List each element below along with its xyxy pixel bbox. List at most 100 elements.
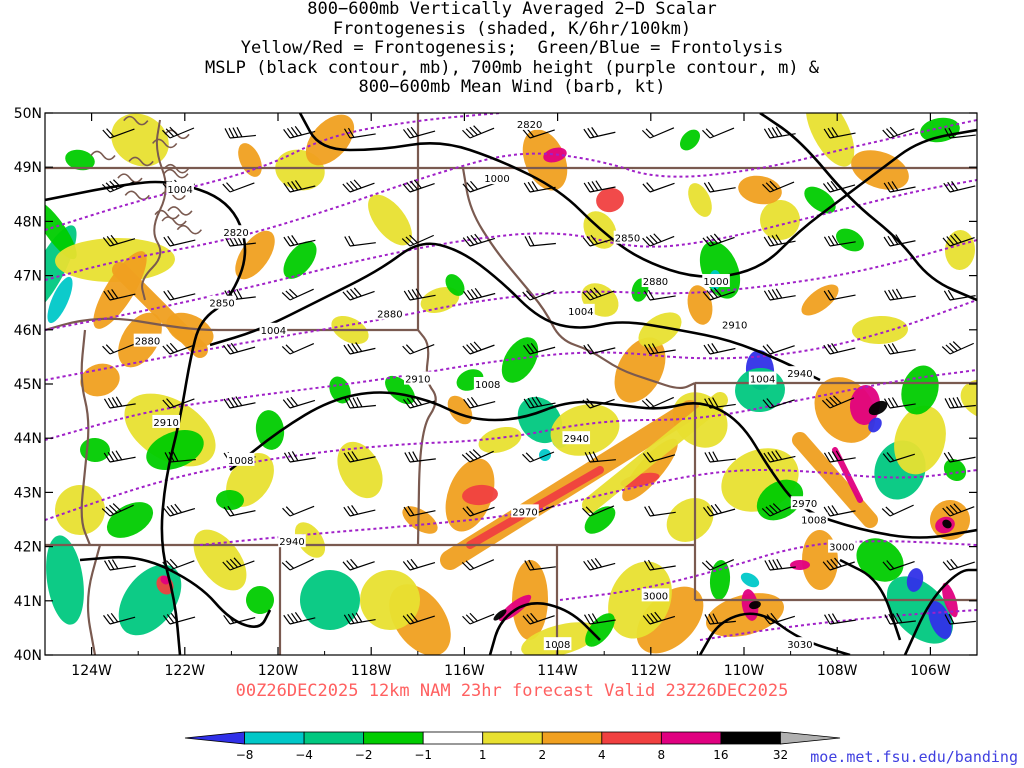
wind-barb-89 [944,397,976,409]
colorbar-swatch-5 [482,731,543,745]
height-contour-4 [45,299,977,441]
wind-barb-35 [401,234,434,247]
wind-barb-11 [763,126,796,139]
lat-label-6: 44N [14,431,42,447]
lat-label-4: 46N [14,323,42,339]
shading-cell-81 [255,410,285,450]
wind-barb-26 [762,180,795,193]
lat-label-8: 42N [14,540,42,556]
wind-barb-129 [643,559,676,571]
wind-barb-144 [642,611,676,625]
wind-barb-127 [524,559,556,571]
wind-barb-98 [584,451,616,463]
colorbar-label-8: 16 [713,748,728,762]
wind-barb-93 [283,451,316,463]
wind-barb-46 [163,289,196,301]
wind-barb-12 [823,127,856,139]
wind-barb-146 [762,612,796,625]
wind-barb-57 [823,289,856,301]
wind-barb-126 [461,559,495,571]
wind-barb-3 [283,125,316,139]
wind-barb-99 [642,452,676,463]
lon-label-4: 116W [444,663,485,679]
shading-cell-83 [216,489,244,511]
wind-barb-85 [704,397,736,409]
colorbar-swatch-9 [720,731,781,745]
wind-barb-101 [763,450,796,463]
shading-cell-71 [805,113,855,167]
shading-cell-58 [749,600,761,610]
wind-barb-28 [883,181,916,193]
shading-cell-108 [246,586,274,614]
title-line-5: 800−600mb Mean Wind (barb, kt) [358,77,666,97]
height-contour-1 [45,119,977,281]
shading-cell-78 [836,228,864,252]
wind-barb-143 [583,613,616,625]
coast-inlet-13 [128,156,154,167]
coast-inlet-5 [117,173,143,183]
height-label-bg-8 [404,371,432,385]
mslp-label-9: 1008 [545,640,570,651]
wind-barb-117 [823,505,856,517]
wind-barb-97 [522,451,555,463]
wind-barb-0 [102,128,135,139]
wind-barb-149 [944,613,976,625]
lon-label-5: 114W [537,663,578,679]
wind-barb-114 [644,505,676,517]
wind-barb-29 [943,180,976,193]
wind-barb-58 [884,288,916,301]
source-credit[interactable]: moe.met.fsu.edu/banding [810,748,1018,766]
wind-barb-100 [704,451,736,463]
height-label-bg-13 [511,504,539,518]
shading-cell-46 [868,417,882,433]
colorbar-swatch-0 [184,731,245,745]
wind-barb-142 [522,612,555,625]
wind-barb-75 [103,396,136,409]
height-label-bg-17 [786,637,814,651]
wind-barb-67 [523,342,556,355]
wind-barb-116 [761,503,795,517]
mslp-label-3: 1004 [568,307,593,318]
shading-cell-104 [960,379,977,421]
shading-cell-4 [93,251,147,329]
state-border-11 [45,317,237,332]
coast-inlet-11 [163,163,190,174]
coast-inlet-7 [163,168,189,179]
wind-barb-139 [343,612,376,625]
wind-barb-42 [823,235,856,247]
wind-barb-147 [824,613,856,625]
height-label-bg-4 [133,333,162,347]
height-label-10: 2940 [279,537,304,548]
height-label-12: 2940 [787,369,812,380]
wind-barb-65 [402,344,435,355]
shading-cell-10 [160,575,170,585]
wind-barb-122 [222,557,255,571]
title-line-4: MSLP (black contour, mb), 700mb height (… [204,57,820,78]
height-label-3: 2850 [615,234,640,245]
lat-label-0: 50N [14,106,42,122]
shading-band-4 [792,432,878,528]
shading-cell-90 [445,274,465,296]
wind-barb-22 [523,181,556,193]
wind-barb-77 [223,396,256,409]
colorbar-label-3: −1 [414,748,432,762]
shading-cell-89 [420,287,460,313]
mslp-contour-4 [488,602,601,655]
wind-barb-137 [223,613,256,625]
title-line-2: Frontogenesis (shaded, K/6hr/100km) [332,18,692,39]
colorbar-swatch-4 [422,731,484,745]
wind-barb-79 [344,396,376,409]
wind-barb-141 [462,612,495,625]
mslp-contour-5 [698,612,851,655]
wind-barb-8 [583,127,616,139]
wind-barb-83 [582,398,615,409]
wind-barb-66 [462,341,495,355]
colorbar-swatch-3 [363,731,424,745]
wind-barb-140 [402,612,435,625]
mslp-label-1: 1004 [167,185,192,196]
shading-cell-64 [498,594,532,622]
axis-ticks: 50N 49N 48N 47N 46N 45N 44N 43N 42N 41N 40N 124W 122… [14,106,978,679]
contour-labels: 1000 1004 1004 1004 1000 1008 1008 1004 1008 1008… [133,116,856,651]
wind-barb-84 [641,396,674,409]
state-border-12 [80,329,92,546]
